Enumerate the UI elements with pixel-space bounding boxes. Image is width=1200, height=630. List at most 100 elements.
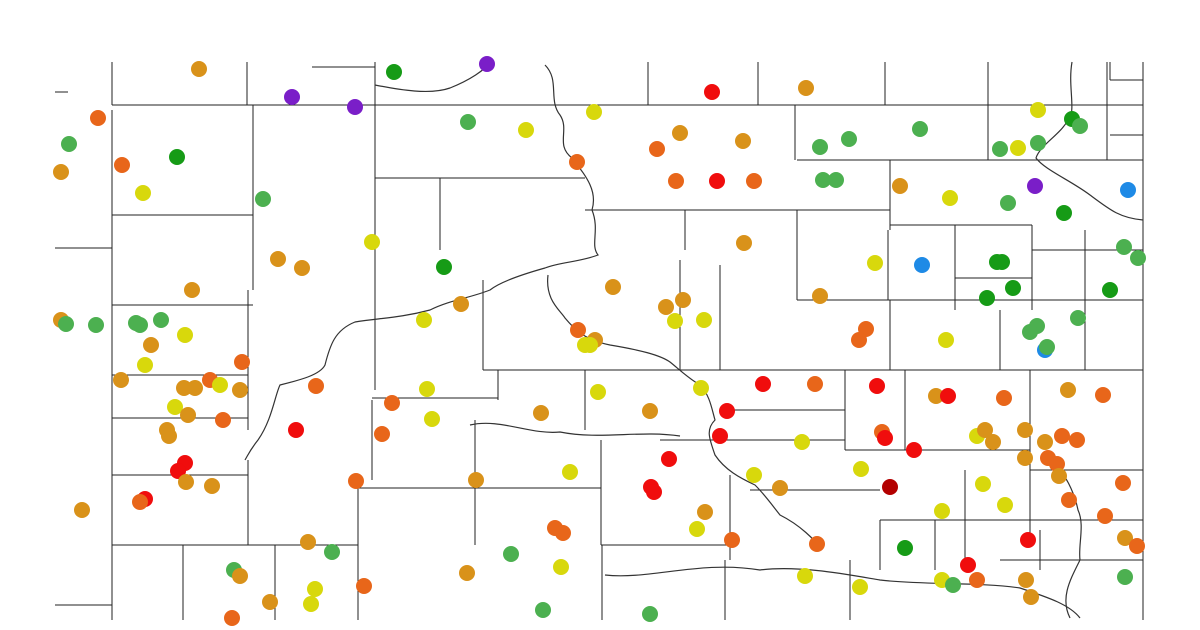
station-dot [1102, 282, 1118, 298]
station-dot [897, 540, 913, 556]
station-dot [985, 434, 1001, 450]
station-dot [74, 502, 90, 518]
station-dot [689, 521, 705, 537]
station-dot [262, 594, 278, 610]
station-dot [797, 568, 813, 584]
river [604, 566, 1081, 619]
station-dot [1005, 280, 1021, 296]
station-dot [570, 322, 586, 338]
station-dot [658, 299, 674, 315]
station-dot [255, 191, 271, 207]
station-dot [1051, 468, 1067, 484]
station-dot [153, 312, 169, 328]
station-dot [877, 430, 893, 446]
station-dot [232, 568, 248, 584]
station-dot [642, 403, 658, 419]
station-dot [704, 84, 720, 100]
station-dot [938, 332, 954, 348]
station-dot [812, 288, 828, 304]
county-boundaries [55, 62, 1144, 620]
station-dot [746, 173, 762, 189]
station-dot [1095, 387, 1111, 403]
station-dot [940, 388, 956, 404]
station-dot [303, 596, 319, 612]
station-dot [288, 422, 304, 438]
station-dot [135, 185, 151, 201]
station-dot [284, 89, 300, 105]
station-dot [1017, 450, 1033, 466]
station-dot [176, 380, 192, 396]
station-dot [53, 164, 69, 180]
station-dot [914, 257, 930, 273]
station-dot [997, 497, 1013, 513]
station-dot [696, 312, 712, 328]
station-dot [184, 282, 200, 298]
station-dot [724, 532, 740, 548]
station-dot [215, 412, 231, 428]
station-dot [882, 479, 898, 495]
station-dot [736, 235, 752, 251]
station-dot [503, 546, 519, 562]
station-dot [178, 474, 194, 490]
station-dot [867, 255, 883, 271]
station-dot [794, 434, 810, 450]
station-dot [61, 136, 77, 152]
station-dot [416, 312, 432, 328]
station-dot [453, 296, 469, 312]
station-dot [934, 503, 950, 519]
station-dot [132, 317, 148, 333]
station-dot [1061, 492, 1077, 508]
station-dot [384, 395, 400, 411]
station-dot [807, 376, 823, 392]
station-dot [912, 121, 928, 137]
station-dot [90, 110, 106, 126]
station-dot [419, 381, 435, 397]
station-dot [1120, 182, 1136, 198]
station-dot [1030, 102, 1046, 118]
station-dot [851, 332, 867, 348]
station-dot [735, 133, 751, 149]
station-dot [675, 292, 691, 308]
station-dot [942, 190, 958, 206]
station-dot [212, 377, 228, 393]
station-dot [191, 61, 207, 77]
station-dot [114, 157, 130, 173]
station-dot [1097, 508, 1113, 524]
station-dot [1018, 572, 1034, 588]
river [547, 274, 823, 551]
station-dot [1130, 250, 1146, 266]
station-dot [1017, 422, 1033, 438]
station-dot [605, 279, 621, 295]
station-dot [994, 254, 1010, 270]
station-dot [187, 380, 203, 396]
station-dot [586, 104, 602, 120]
station-dot [649, 141, 665, 157]
station-dot [772, 480, 788, 496]
station-dot [975, 476, 991, 492]
station-dot [1116, 239, 1132, 255]
river [1059, 469, 1082, 619]
station-dot [143, 337, 159, 353]
station-dot [1030, 135, 1046, 151]
station-dot [460, 114, 476, 130]
station-dot [892, 178, 908, 194]
station-dot [1023, 589, 1039, 605]
station-dot [161, 428, 177, 444]
station-dot [841, 131, 857, 147]
station-dot [294, 260, 310, 276]
river [1035, 119, 1144, 221]
station-dot [1049, 456, 1065, 472]
station-dot [979, 290, 995, 306]
station-dot [646, 484, 662, 500]
station-dot [996, 390, 1012, 406]
station-dot [553, 559, 569, 575]
station-dot [386, 64, 402, 80]
station-dot [562, 464, 578, 480]
station-dot [667, 313, 683, 329]
station-dot [468, 472, 484, 488]
station-dot [518, 122, 534, 138]
station-dot [960, 557, 976, 573]
station-dot [852, 579, 868, 595]
station-dot [324, 544, 340, 560]
station-dot [364, 234, 380, 250]
